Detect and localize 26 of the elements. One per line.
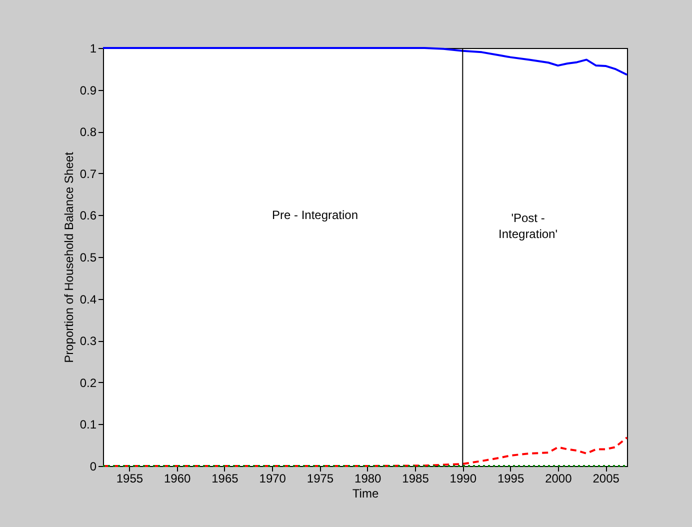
y-tick-label: 0 [90, 460, 97, 474]
y-tick-label: 0.3 [80, 334, 97, 348]
x-tick-label: 1970 [259, 472, 286, 486]
x-tick-label: 1965 [212, 472, 239, 486]
y-tick-label: 0.6 [80, 208, 97, 223]
y-tick-label: 0.7 [80, 166, 97, 181]
x-tick-label: 1955 [116, 472, 144, 486]
x-tick-label: 2000 [545, 472, 572, 486]
x-axis-title: Time [352, 486, 379, 500]
y-tick-label: 1 [90, 42, 97, 56]
x-tick-label: 1980 [354, 472, 382, 486]
y-tick-label: 0.2 [80, 376, 97, 390]
y-axis-title: Proportion of Household Balance Sheet [62, 151, 76, 363]
y-tick-label: 0.9 [80, 83, 97, 98]
x-tick-label: 1960 [164, 472, 192, 486]
x-tick-label: 1995 [497, 472, 524, 486]
x-tick-label: 1975 [306, 472, 334, 486]
x-tick-label: 2005 [592, 472, 620, 486]
x-tick-label: 1990 [450, 472, 477, 486]
annotation: 'Post - Integration' [498, 211, 558, 241]
x-tick-label: 1985 [402, 472, 430, 486]
annotation: Pre - Integration [272, 208, 358, 222]
y-tick-label: 0.8 [80, 125, 97, 140]
y-tick-label: 0.1 [80, 418, 97, 432]
y-tick-label: 0.4 [80, 292, 97, 306]
y-tick-label: 0.5 [80, 250, 97, 264]
